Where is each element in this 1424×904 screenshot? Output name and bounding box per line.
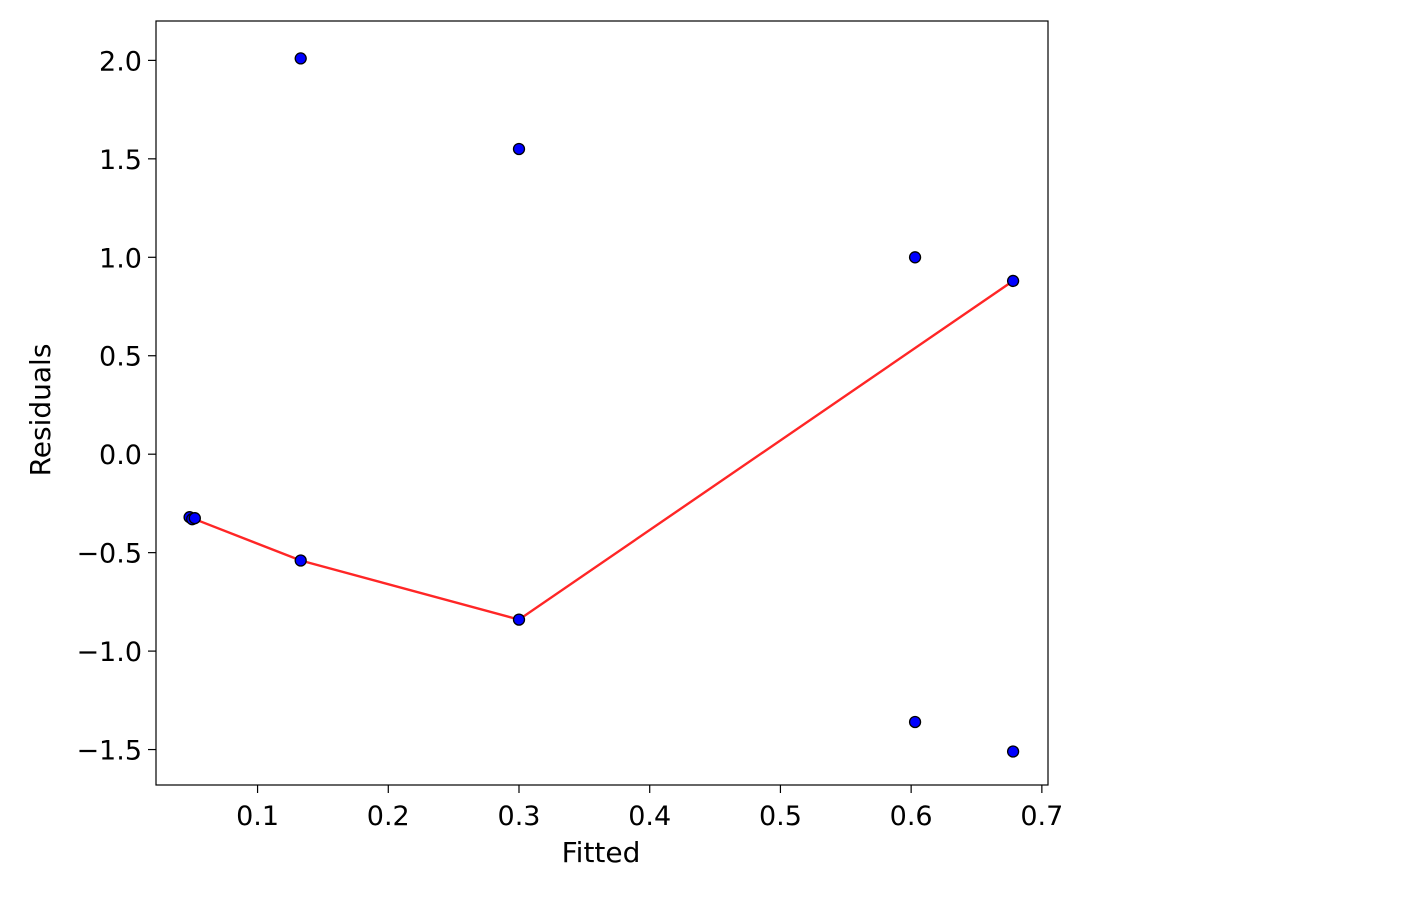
y-tick-label: 0.0	[99, 440, 142, 471]
x-tick-label: 0.3	[498, 801, 541, 832]
y-tick-label: −1.0	[76, 637, 142, 668]
y-axis-label: Residuals	[24, 344, 57, 477]
y-tick-label: 2.0	[99, 46, 142, 77]
x-tick-label: 0.4	[628, 801, 671, 832]
x-tick-label: 0.5	[759, 801, 802, 832]
smoother-line	[191, 279, 1014, 621]
data-point	[908, 251, 922, 264]
data-points	[183, 52, 1020, 758]
plot-area	[155, 20, 1049, 786]
x-tick-label: 0.2	[367, 801, 410, 832]
data-point	[294, 554, 307, 567]
x-tick-label: 0.1	[236, 801, 279, 832]
y-tick-label: −1.5	[76, 736, 142, 767]
data-point	[512, 613, 526, 626]
data-point	[294, 52, 307, 65]
y-tick-label: 1.5	[99, 145, 142, 176]
x-axis-label: Fitted	[562, 836, 641, 869]
data-point	[512, 142, 526, 156]
data-point	[188, 512, 201, 525]
x-tick-label: 0.7	[1020, 801, 1063, 832]
data-point	[908, 715, 922, 729]
data-point	[1006, 745, 1020, 758]
data-point	[1006, 274, 1020, 288]
x-axis-ticks: 0.1 0.2 0.3 0.4 0.5 0.6 0.7	[236, 785, 1063, 832]
y-axis-ticks: 2.0 1.5 1.0 0.5 0.0 −0.5 −1.0 −1.5	[76, 46, 156, 767]
x-tick-label: 0.6	[890, 801, 933, 832]
y-tick-label: 1.0	[99, 243, 142, 274]
y-tick-label: 0.5	[99, 342, 142, 373]
y-tick-label: −0.5	[76, 539, 142, 570]
